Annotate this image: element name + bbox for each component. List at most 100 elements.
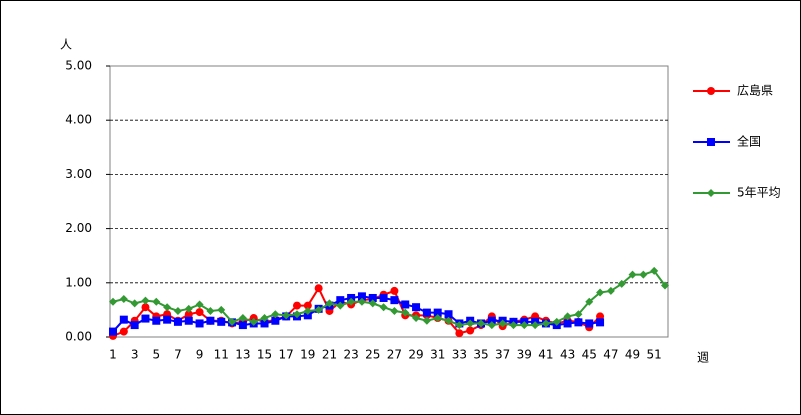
x-tick-label: 5 bbox=[152, 348, 160, 362]
y-tick-label: 2.00 bbox=[65, 221, 92, 235]
data-point bbox=[217, 317, 226, 326]
data-point bbox=[661, 281, 669, 290]
data-point bbox=[585, 319, 594, 328]
data-point bbox=[130, 299, 139, 308]
data-point bbox=[314, 284, 323, 293]
data-point bbox=[477, 319, 485, 328]
data-point bbox=[433, 308, 442, 317]
data-point bbox=[293, 301, 301, 310]
data-point bbox=[141, 296, 150, 305]
data-point bbox=[303, 301, 312, 310]
x-tick-label: 37 bbox=[495, 348, 510, 362]
data-point bbox=[487, 316, 496, 325]
data-point bbox=[119, 315, 128, 324]
legend-label: 広島県 bbox=[737, 83, 773, 98]
x-tick-label: 35 bbox=[473, 348, 488, 362]
y-tick-label: 5.00 bbox=[65, 59, 92, 73]
data-point bbox=[628, 270, 637, 279]
data-point bbox=[184, 310, 193, 319]
data-point bbox=[639, 270, 648, 279]
legend-marker bbox=[707, 189, 715, 197]
data-point bbox=[249, 317, 258, 326]
data-point bbox=[303, 311, 312, 320]
data-point bbox=[444, 316, 453, 325]
data-point bbox=[390, 306, 399, 315]
data-point bbox=[596, 318, 605, 327]
x-tick-label: 13 bbox=[235, 348, 250, 362]
x-tick-label: 25 bbox=[365, 348, 380, 362]
data-point bbox=[650, 266, 659, 275]
data-point bbox=[390, 296, 399, 305]
data-point bbox=[357, 292, 366, 301]
data-point bbox=[260, 314, 269, 323]
x-tick-label: 43 bbox=[560, 348, 575, 362]
data-point bbox=[412, 314, 421, 323]
data-point bbox=[152, 316, 161, 325]
data-point bbox=[238, 314, 247, 323]
data-point bbox=[379, 293, 388, 302]
data-point bbox=[119, 295, 128, 304]
data-point bbox=[195, 308, 204, 317]
data-point bbox=[466, 319, 475, 328]
data-point bbox=[444, 310, 453, 319]
x-tick-label: 17 bbox=[279, 348, 294, 362]
data-point bbox=[617, 279, 626, 288]
data-point bbox=[314, 305, 323, 314]
data-point bbox=[184, 304, 193, 313]
data-point bbox=[109, 297, 117, 306]
data-point bbox=[563, 319, 572, 328]
data-point bbox=[228, 317, 237, 326]
legend-label: 5年平均 bbox=[737, 186, 781, 200]
x-tick-label: 47 bbox=[603, 348, 618, 362]
data-point bbox=[141, 314, 150, 323]
y-axis-label: 人 bbox=[60, 38, 72, 52]
x-tick-label: 1 bbox=[109, 348, 117, 362]
data-point bbox=[130, 321, 139, 330]
legend-label: 全国 bbox=[737, 134, 761, 149]
data-point bbox=[325, 299, 334, 308]
x-tick-label: 9 bbox=[196, 348, 204, 362]
x-tick-label: 11 bbox=[214, 348, 229, 362]
data-point bbox=[271, 310, 280, 319]
series-line bbox=[112, 295, 601, 333]
x-tick-label: 51 bbox=[647, 348, 662, 362]
data-point bbox=[541, 319, 550, 328]
x-tick-label: 19 bbox=[300, 348, 315, 362]
x-tick-label: 15 bbox=[257, 348, 272, 362]
data-point bbox=[433, 314, 442, 323]
x-tick-label: 49 bbox=[625, 348, 640, 362]
y-tick-label: 3.00 bbox=[65, 167, 92, 181]
data-point bbox=[487, 321, 496, 330]
data-point bbox=[498, 319, 507, 328]
data-point bbox=[368, 299, 377, 308]
data-point bbox=[282, 311, 291, 320]
data-point bbox=[271, 316, 280, 325]
data-point bbox=[184, 316, 193, 325]
data-point bbox=[293, 310, 301, 319]
data-point bbox=[412, 303, 421, 312]
data-point bbox=[509, 321, 518, 330]
x-tick-label: 29 bbox=[408, 348, 423, 362]
data-point bbox=[173, 306, 182, 315]
data-point bbox=[217, 305, 226, 314]
x-tick-label: 39 bbox=[517, 348, 532, 362]
x-tick-label: 23 bbox=[343, 348, 358, 362]
x-tick-label: 21 bbox=[322, 348, 337, 362]
data-point bbox=[379, 303, 388, 312]
data-point bbox=[422, 316, 431, 325]
data-point bbox=[347, 297, 356, 306]
data-point bbox=[163, 315, 172, 324]
data-point bbox=[563, 312, 572, 321]
y-tick-label: 4.00 bbox=[65, 113, 92, 127]
data-point bbox=[552, 317, 561, 326]
legend-marker bbox=[707, 87, 715, 95]
x-tick-label: 7 bbox=[174, 348, 182, 362]
data-point bbox=[606, 286, 615, 295]
data-point bbox=[401, 300, 410, 309]
data-point bbox=[152, 297, 161, 306]
data-point bbox=[357, 297, 366, 306]
data-point bbox=[173, 317, 182, 326]
x-tick-label: 3 bbox=[131, 348, 139, 362]
data-point bbox=[585, 297, 594, 306]
